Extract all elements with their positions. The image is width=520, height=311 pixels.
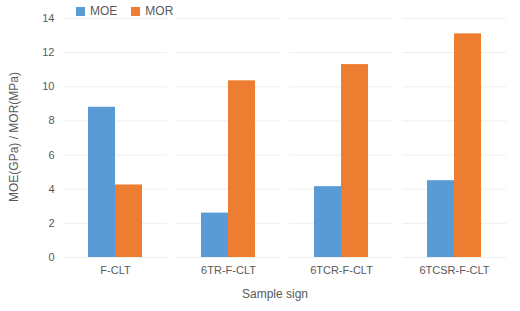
svg-text:4: 4 bbox=[48, 183, 54, 195]
svg-text:8: 8 bbox=[48, 114, 54, 126]
svg-text:6TCR-F-CLT: 6TCR-F-CLT bbox=[310, 264, 373, 276]
svg-text:10: 10 bbox=[42, 80, 54, 92]
html-text:Sample sign: Sample sign bbox=[242, 287, 308, 301]
svg-text:12: 12 bbox=[42, 46, 54, 58]
svg-text:F-CLT: F-CLT bbox=[100, 264, 131, 276]
svg-text:6TCSR-F-CLT: 6TCSR-F-CLT bbox=[419, 264, 489, 276]
svg-text:6: 6 bbox=[48, 149, 54, 161]
svg-text:0: 0 bbox=[48, 251, 54, 263]
html-text:MOE: MOE bbox=[90, 4, 118, 18]
html-text:MOR: MOR bbox=[145, 4, 174, 18]
svg-text:14: 14 bbox=[42, 12, 54, 24]
svg-text:6TR-F-CLT: 6TR-F-CLT bbox=[201, 264, 256, 276]
html-text:MOE(GPa) / MOR(MPa): MOE(GPa) / MOR(MPa) bbox=[7, 72, 21, 202]
svg-text:2: 2 bbox=[48, 217, 54, 229]
